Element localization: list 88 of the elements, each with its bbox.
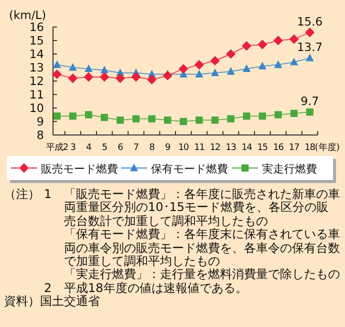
point (148, 115, 156, 122)
x-axis-title: (年度) (314, 142, 340, 153)
point (243, 112, 250, 120)
point (290, 110, 298, 117)
x-tick-label: 16 (273, 143, 284, 153)
y-axis-title: (km/L) (9, 8, 46, 22)
point (85, 111, 92, 118)
y-tick-label: 13 (29, 60, 44, 74)
x-tick-label: 11 (194, 143, 204, 153)
point (210, 56, 220, 66)
text: 「保有モード燃費」：各年度末に保有されている車両の車令別の販売モード燃費を、各車令の保有台数で加重して調和平均したもの (64, 227, 340, 268)
text: 「実走行燃費」：走行量を燃料消費量で除したもの (64, 267, 340, 282)
point (194, 60, 204, 70)
x-tick-label: 5 (102, 143, 107, 153)
text: 2 (44, 280, 52, 296)
y-tick-label: 8 (36, 128, 44, 142)
point (226, 67, 235, 75)
x-tick-label: 18 (304, 143, 316, 153)
point (211, 68, 219, 76)
point (52, 69, 62, 80)
y-tick-label: 14 (29, 47, 44, 61)
point (178, 64, 188, 74)
x-tick-label: 9 (165, 143, 172, 153)
y-tick-label: 11 (29, 88, 44, 102)
point (258, 112, 266, 120)
data-label: 13.7 (296, 40, 323, 54)
point (305, 28, 315, 38)
point (53, 60, 61, 68)
x-tick-label: 6 (118, 143, 124, 153)
text: 平成18年度の値は速報値である。 (64, 280, 248, 295)
point (69, 112, 76, 120)
point (116, 116, 124, 124)
point (100, 66, 108, 74)
point (147, 74, 157, 84)
point (274, 111, 282, 118)
point (258, 40, 268, 50)
x-tick-label: 17 (288, 143, 300, 153)
legend-label: 実走行燃費 (262, 162, 317, 176)
point (68, 74, 78, 84)
x-tick-label: 13 (226, 143, 236, 153)
point (84, 64, 93, 72)
point (306, 54, 314, 62)
text: 1 (44, 187, 53, 203)
data-label: 9.7 (300, 94, 319, 108)
point (115, 74, 125, 84)
point (131, 72, 141, 82)
y-tick-label: 16 (29, 20, 44, 34)
point (100, 114, 108, 122)
x-tick-label: 7 (133, 143, 139, 153)
point (195, 70, 204, 78)
legend-label: 保有モード燃費 (151, 162, 228, 176)
text: （注） (4, 187, 41, 203)
point (258, 62, 266, 70)
y-tick-label: 10 (29, 101, 44, 115)
point (53, 112, 61, 120)
x-tick-label: 15 (257, 143, 268, 153)
point (306, 108, 314, 116)
text: 「販売モード燃費」：各年度に販売された新車の車両重量区分別の10･15モード燃費を、各区分の販売台数計で加重して調和平均したもの (64, 187, 340, 228)
point (242, 41, 252, 51)
x-tick-label: 平成2 (46, 142, 68, 153)
point (132, 115, 140, 122)
point (226, 49, 236, 59)
point (162, 70, 172, 80)
point (180, 118, 187, 126)
point (242, 64, 251, 72)
point (274, 60, 282, 68)
point (196, 116, 203, 124)
x-tick-label: 14 (241, 143, 253, 153)
x-tick-label: 8 (149, 143, 156, 153)
y-tick-label: 9 (36, 114, 44, 128)
point (84, 72, 94, 82)
text: 資料）国土交通省 (4, 294, 101, 309)
data-label: 15.6 (296, 14, 323, 28)
point (289, 34, 299, 44)
point (100, 72, 110, 82)
point (164, 116, 172, 124)
x-tick-label: 12 (210, 143, 220, 153)
x-tick-label: 3 (70, 143, 76, 153)
x-tick-label: 4 (86, 143, 92, 153)
legend-label: 販売モード燃費 (41, 162, 118, 176)
y-tick-label: 15 (29, 34, 44, 48)
point (227, 115, 234, 122)
point (211, 116, 219, 124)
x-tick-label: 10 (178, 143, 190, 153)
point (68, 63, 77, 71)
point (273, 36, 283, 46)
y-tick-label: 12 (29, 74, 44, 88)
point (290, 58, 298, 66)
